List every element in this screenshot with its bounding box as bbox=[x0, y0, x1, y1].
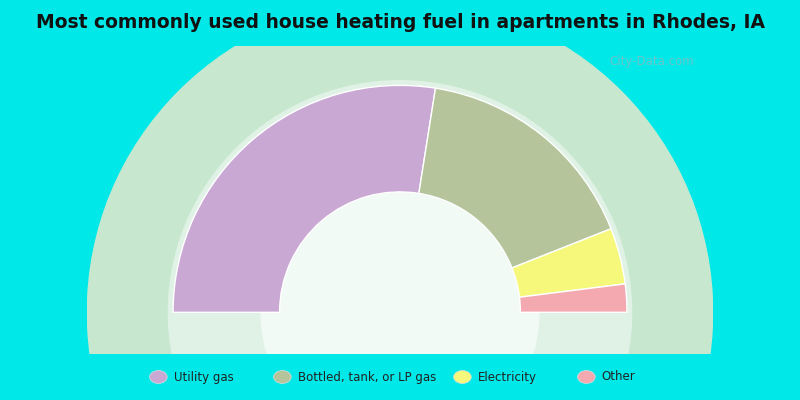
Text: Bottled, tank, or LP gas: Bottled, tank, or LP gas bbox=[298, 370, 436, 384]
Ellipse shape bbox=[274, 370, 291, 384]
Ellipse shape bbox=[578, 370, 595, 384]
Wedge shape bbox=[419, 88, 611, 268]
Text: Other: Other bbox=[602, 370, 635, 384]
Circle shape bbox=[261, 173, 539, 400]
Wedge shape bbox=[173, 85, 435, 312]
Wedge shape bbox=[519, 284, 627, 312]
Wedge shape bbox=[512, 229, 625, 297]
Circle shape bbox=[87, 0, 713, 400]
Circle shape bbox=[169, 81, 631, 400]
Text: Electricity: Electricity bbox=[478, 370, 537, 384]
Text: Utility gas: Utility gas bbox=[174, 370, 234, 384]
Ellipse shape bbox=[454, 370, 471, 384]
Text: City-Data.com: City-Data.com bbox=[610, 55, 694, 68]
Ellipse shape bbox=[150, 370, 167, 384]
Text: Most commonly used house heating fuel in apartments in Rhodes, IA: Most commonly used house heating fuel in… bbox=[35, 14, 765, 32]
